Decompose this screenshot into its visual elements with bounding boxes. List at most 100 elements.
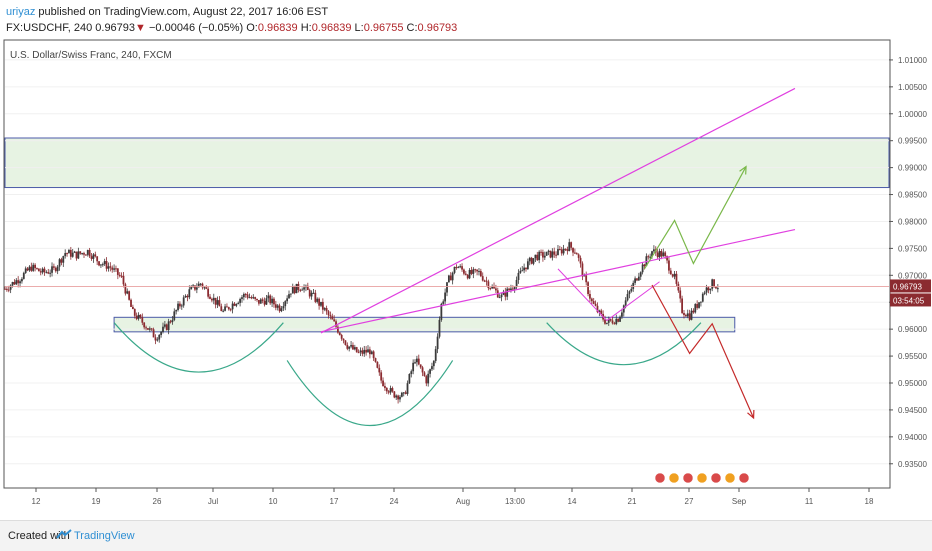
candle-body (210, 298, 213, 301)
candle-body (681, 298, 684, 313)
candle-body (367, 349, 369, 353)
candle-body (229, 309, 232, 311)
candle-body (73, 251, 76, 253)
candle-body (636, 278, 638, 281)
candle-body (197, 283, 200, 288)
candle-body (32, 264, 35, 271)
candle-body (472, 269, 475, 274)
candle-body (83, 253, 85, 255)
candle-body (177, 303, 179, 311)
candle-body (709, 288, 712, 291)
candle-body (686, 313, 689, 317)
candle-body (474, 269, 477, 271)
candle-body (109, 266, 112, 268)
candle-body (359, 350, 362, 353)
candle-body (256, 298, 258, 301)
candle-body (668, 260, 670, 271)
candle-body (115, 268, 117, 270)
candle-body (671, 274, 674, 277)
candle-body (404, 392, 407, 394)
candle-body (344, 340, 347, 345)
candle-body (160, 331, 163, 335)
candle-body (385, 387, 388, 392)
tradingview-logo-icon (56, 529, 72, 539)
candle-body (186, 295, 189, 298)
y-tick-label: 0.95000 (898, 379, 927, 388)
candle-body (130, 299, 132, 307)
candle-body (466, 274, 469, 279)
candle-body (457, 267, 460, 269)
y-tick-label: 0.96000 (898, 325, 927, 334)
candle-body (320, 301, 322, 306)
candle-body (579, 257, 582, 264)
channel-lower-line (320, 228, 796, 333)
economic-event-icon[interactable] (696, 472, 708, 484)
candle-body (41, 268, 44, 273)
candle-body (163, 324, 166, 327)
author-link[interactable]: uriyaz (6, 6, 36, 18)
economic-event-icon[interactable] (738, 472, 750, 484)
candle-body (662, 252, 665, 257)
candle-body (84, 254, 87, 256)
candle-body (410, 371, 413, 374)
candle-body (252, 297, 255, 299)
high-value: 0.96839 (311, 22, 352, 34)
economic-event-icon[interactable] (710, 472, 722, 484)
candle-body (700, 301, 702, 303)
x-tick-label: 21 (628, 497, 637, 506)
candle-body (679, 290, 682, 299)
candle-body (592, 301, 595, 304)
candle-body (167, 321, 170, 331)
y-tick-label: 0.99000 (898, 164, 927, 173)
economic-event-icon[interactable] (682, 472, 694, 484)
candle-body (368, 349, 371, 355)
economic-event-icon[interactable] (724, 472, 736, 484)
candle-body (598, 310, 601, 313)
candle-body (297, 283, 300, 290)
candle-body (4, 288, 6, 290)
candle-body (318, 298, 321, 306)
candle-body (7, 289, 10, 291)
candle-body (295, 283, 298, 294)
candle-body (406, 383, 409, 394)
chart-title: U.S. Dollar/Swiss Franc, 240, FXCM (10, 50, 172, 61)
economic-event-icon[interactable] (668, 472, 680, 484)
triangle-pattern (557, 268, 660, 322)
candle-body (258, 300, 260, 304)
tradingview-link[interactable]: TradingView (74, 530, 135, 542)
candle-body (570, 242, 573, 248)
candle-body (335, 321, 337, 327)
chart-area[interactable]: 1.01000 1.00500 1.00000 0.99500 0.99000 0.985… (0, 38, 932, 520)
bullish-projection-arrow (643, 166, 747, 270)
candle-body (630, 288, 633, 292)
candle-body (242, 294, 245, 298)
candle-body (400, 392, 403, 397)
candle-body (622, 305, 625, 313)
economic-event-icon[interactable] (654, 472, 666, 484)
candle-body (440, 303, 443, 320)
open-value: 0.96839 (257, 22, 298, 34)
candle-body (540, 251, 542, 253)
candle-body (11, 282, 14, 286)
candle-body (664, 252, 667, 257)
candle-body (306, 285, 309, 291)
candle-body (49, 272, 52, 274)
candle-body (652, 249, 655, 252)
candle-body (363, 349, 366, 354)
candle-body (696, 304, 699, 308)
candle-body (617, 318, 620, 322)
candle-body (393, 391, 396, 398)
candle-body (216, 300, 219, 305)
y-tick-label: 1.00000 (898, 110, 927, 119)
candle-body (293, 286, 296, 294)
candle-body (98, 261, 100, 266)
price-chart[interactable]: 1.01000 1.00500 1.00000 0.99500 0.99000 0.985… (0, 38, 932, 520)
candle-body (553, 251, 556, 255)
candle-body (308, 290, 311, 297)
candle-body (605, 322, 608, 324)
y-tick-label: 0.98000 (898, 217, 927, 226)
candle-body (54, 267, 57, 272)
candle-body (154, 337, 157, 341)
candle-body (250, 297, 253, 299)
candle-body (19, 281, 21, 284)
